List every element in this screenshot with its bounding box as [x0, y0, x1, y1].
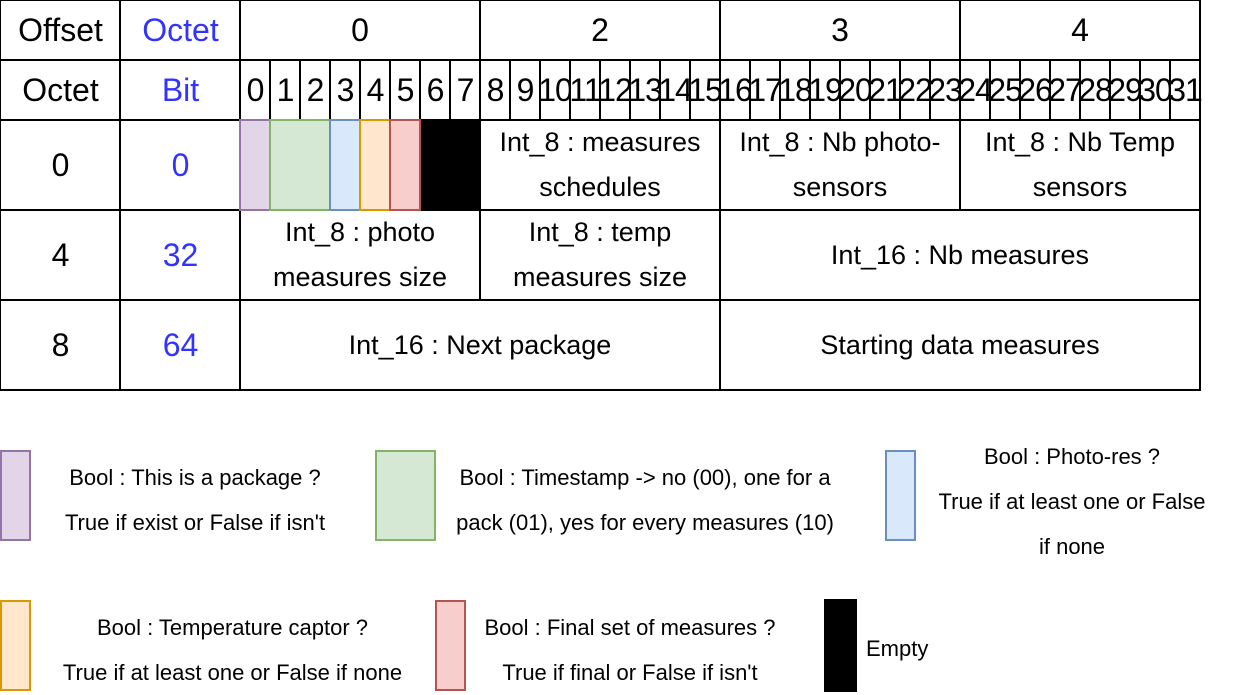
- legend-line: Bool : Photo-res ?: [983, 444, 1161, 469]
- bit-number: 23: [928, 59, 963, 122]
- legend-text-temp: Bool : Temperature captor ? True if at le…: [40, 605, 425, 695]
- legend-text-photo: Bool : Photo-res ? True if at least one o…: [920, 434, 1224, 569]
- bit-number: 14: [658, 59, 693, 122]
- bit-number: 6: [419, 59, 451, 122]
- row-bit: 64: [119, 299, 242, 391]
- row-offset: 4: [0, 209, 122, 301]
- legend-swatch-final: [435, 600, 466, 691]
- bit-number: 26: [1018, 59, 1053, 122]
- header-byte: 4: [959, 0, 1201, 62]
- flag-final: [389, 119, 421, 211]
- field: Int_8 : Nb Temp sensors: [959, 119, 1201, 211]
- row-bit: 32: [119, 209, 242, 301]
- flag-empty: [419, 119, 481, 211]
- header-offset: Offset: [0, 0, 122, 62]
- bit-number: 28: [1078, 59, 1113, 122]
- legend-line: True if at least one or False if none: [62, 660, 403, 685]
- bit-number: 20: [838, 59, 873, 122]
- header-byte: 2: [479, 0, 721, 62]
- legend-swatch-empty: [824, 599, 857, 692]
- bit-number: 19: [808, 59, 843, 122]
- bit-number: 4: [359, 59, 391, 122]
- bit-number: 10: [538, 59, 573, 122]
- legend-line: Bool : Timestamp -> no (00), one for a: [459, 465, 831, 490]
- field: Int_16 : Next package: [239, 299, 721, 391]
- legend-line: True if exist or False if isn't: [64, 510, 326, 535]
- bit-number: 30: [1138, 59, 1173, 122]
- row-bit: 0: [119, 119, 242, 211]
- row-offset: 8: [0, 299, 122, 391]
- bit-number: 5: [389, 59, 421, 122]
- legend-line: if none: [1038, 534, 1106, 559]
- legend-line: Bool : Final set of measures ?: [484, 615, 776, 640]
- legend-line: True if at least one or False: [938, 489, 1206, 514]
- flag-package: [239, 119, 271, 211]
- legend-line: Bool : This is a package ?: [69, 465, 321, 490]
- field: Int_8 : measures schedules: [479, 119, 721, 211]
- bit-number: 1: [269, 59, 301, 122]
- bit-number: 8: [479, 59, 511, 122]
- legend-text-final: Bool : Final set of measures ? True if fi…: [466, 605, 794, 695]
- bit-number: 25: [988, 59, 1023, 122]
- legend-line: Empty: [866, 636, 929, 661]
- header-byte: 0: [239, 0, 481, 62]
- flag-temp: [359, 119, 391, 211]
- legend-text-timestamp: Bool : Timestamp -> no (00), one for a pa…: [437, 455, 853, 545]
- bit-number: 22: [898, 59, 933, 122]
- legend-line: True if final or False if isn't: [502, 660, 758, 685]
- legend-swatch-temp: [0, 600, 31, 691]
- subheader-octet: Octet: [0, 59, 122, 122]
- bit-number: 15: [688, 59, 723, 122]
- bit-number: 17: [748, 59, 783, 122]
- field: Starting data measures: [719, 299, 1201, 391]
- bit-number: 16: [718, 59, 753, 122]
- bit-number: 31: [1168, 59, 1203, 122]
- legend-line: pack (01), yes for every measures (10): [456, 510, 834, 535]
- bit-number: 12: [598, 59, 633, 122]
- legend-line: Bool : Temperature captor ?: [96, 615, 369, 640]
- bit-number: 3: [329, 59, 361, 122]
- header-byte: 3: [719, 0, 961, 62]
- bit-number: 9: [509, 59, 541, 122]
- legend-swatch-package: [0, 450, 31, 541]
- field: Int_8 : Nb photo-sensors: [719, 119, 961, 211]
- legend-text-empty: Empty: [866, 626, 986, 671]
- bit-number: 29: [1108, 59, 1143, 122]
- legend-text-package: Bool : This is a package ? True if exist …: [40, 455, 350, 545]
- bit-number: 7: [449, 59, 481, 122]
- bit-number: 18: [778, 59, 813, 122]
- bit-number: 11: [569, 59, 602, 122]
- row-offset: 0: [0, 119, 122, 211]
- legend-swatch-photo: [885, 450, 916, 541]
- bit-number: 21: [868, 59, 903, 122]
- flag-timestamp: [269, 119, 331, 211]
- bit-number: 13: [628, 59, 663, 122]
- bit-number: 2: [299, 59, 331, 122]
- bit-number: 24: [958, 59, 993, 122]
- field: Int_16 : Nb measures: [719, 209, 1201, 301]
- legend-swatch-timestamp: [375, 450, 436, 541]
- field: Int_8 : temp measures size: [479, 209, 721, 301]
- bit-number: 0: [239, 59, 271, 122]
- flag-photo: [329, 119, 361, 211]
- header-octet: Octet: [119, 0, 242, 62]
- field: Int_8 : photo measures size: [239, 209, 481, 301]
- subheader-bit: Bit: [119, 59, 242, 122]
- bit-number: 27: [1048, 59, 1083, 122]
